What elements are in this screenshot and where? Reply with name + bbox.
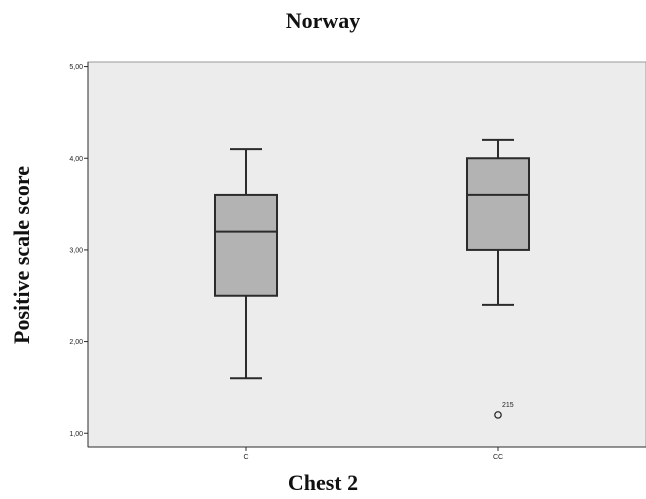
y-tick-label: 2,00 <box>69 339 83 346</box>
outlier-label: 215 <box>502 402 514 409</box>
y-tick-label: 5,00 <box>69 64 83 71</box>
y-tick-label: 4,00 <box>69 156 83 163</box>
plot-area <box>87 61 646 448</box>
x-axis-label: Chest 2 <box>287 470 359 495</box>
y-tick-label: 1,00 <box>69 431 83 438</box>
box-c <box>214 148 278 380</box>
x-tick-label: CC <box>493 454 503 461</box>
x-tick-label: C <box>243 454 248 461</box>
iqr-box <box>466 157 530 251</box>
box-cc: 215 <box>466 138 530 419</box>
outlier-point <box>494 411 502 419</box>
y-tick-label: 3,00 <box>69 247 83 254</box>
chart-title: Norway <box>285 8 361 33</box>
iqr-box <box>214 193 278 297</box>
